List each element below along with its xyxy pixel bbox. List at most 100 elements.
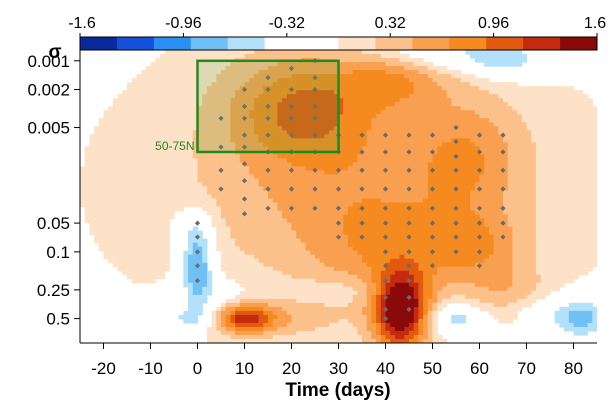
heat-cell bbox=[225, 178, 231, 184]
heat-cell bbox=[112, 230, 119, 236]
heat-cell bbox=[550, 202, 556, 208]
heat-cell bbox=[305, 230, 311, 236]
heat-cell bbox=[206, 162, 213, 167]
heat-cell bbox=[385, 186, 391, 192]
heat-cell bbox=[394, 102, 401, 107]
heat-cell bbox=[286, 246, 293, 252]
heat-cell bbox=[94, 218, 100, 224]
heat-cell bbox=[418, 106, 424, 111]
heat-cell bbox=[526, 126, 532, 131]
heat-cell bbox=[493, 50, 499, 55]
heat-cell bbox=[239, 162, 246, 167]
heat-cell bbox=[352, 174, 358, 180]
heat-cell bbox=[211, 134, 217, 139]
heat-cell bbox=[253, 114, 260, 119]
heat-cell bbox=[211, 162, 217, 167]
heat-cell bbox=[315, 198, 321, 204]
heat-cell bbox=[324, 70, 330, 75]
heat-cell bbox=[291, 142, 297, 147]
heat-cell bbox=[197, 182, 203, 188]
heat-cell bbox=[329, 146, 335, 151]
heat-cell bbox=[244, 114, 250, 119]
heat-cell bbox=[413, 198, 419, 204]
heat-cell bbox=[211, 186, 217, 192]
heat-cell bbox=[526, 222, 532, 228]
heat-cell bbox=[282, 146, 288, 151]
heat-cell bbox=[192, 94, 199, 99]
heat-cell bbox=[338, 58, 344, 63]
heat-cell bbox=[385, 234, 391, 240]
heat-cell bbox=[286, 138, 293, 143]
heat-cell bbox=[178, 110, 184, 115]
heat-cell bbox=[155, 246, 161, 252]
heat-cell bbox=[305, 78, 311, 83]
heat-cell bbox=[550, 150, 556, 155]
heat-cell bbox=[343, 138, 349, 143]
heat-cell bbox=[141, 126, 147, 131]
heat-cell bbox=[488, 166, 495, 172]
heat-cell bbox=[206, 122, 213, 127]
heat-cell bbox=[338, 78, 344, 83]
heat-cell bbox=[554, 90, 560, 95]
heat-cell bbox=[423, 226, 429, 232]
heat-cell bbox=[211, 94, 217, 99]
heat-cell bbox=[249, 202, 255, 208]
heat-cell bbox=[98, 218, 105, 224]
heat-cell bbox=[239, 74, 246, 79]
heat-cell bbox=[343, 66, 349, 71]
heat-cell bbox=[385, 134, 391, 139]
heat-cell bbox=[526, 214, 532, 220]
heat-cell bbox=[347, 162, 354, 167]
heat-cell bbox=[263, 222, 269, 228]
heat-cell bbox=[545, 138, 551, 143]
heat-cell bbox=[136, 102, 142, 107]
heat-cell bbox=[192, 158, 199, 163]
heat-cell bbox=[305, 242, 311, 248]
heat-cell bbox=[178, 126, 184, 131]
heat-cell bbox=[390, 234, 396, 240]
heat-cell bbox=[521, 178, 528, 184]
heat-cell bbox=[409, 190, 415, 196]
heat-cell bbox=[206, 86, 213, 91]
heat-cell bbox=[441, 114, 448, 119]
heat-cell bbox=[390, 150, 396, 155]
heat-cell bbox=[296, 162, 302, 167]
heat-cell bbox=[164, 134, 170, 139]
heat-cell bbox=[376, 198, 382, 204]
heat-cell bbox=[296, 238, 302, 244]
heat-cell bbox=[366, 138, 372, 143]
heat-cell bbox=[89, 150, 95, 155]
heat-cell bbox=[131, 126, 137, 131]
heat-cell bbox=[183, 170, 189, 176]
heat-cell bbox=[460, 150, 466, 155]
heat-cell bbox=[169, 142, 175, 147]
heat-cell bbox=[540, 230, 546, 236]
heat-cell bbox=[517, 170, 523, 176]
heat-cell bbox=[164, 190, 170, 196]
heat-cell bbox=[136, 190, 142, 196]
heat-cell bbox=[272, 118, 278, 123]
heat-cell bbox=[300, 82, 307, 87]
heat-cell bbox=[235, 162, 241, 167]
heat-cell bbox=[155, 206, 161, 212]
heat-cell bbox=[484, 82, 490, 87]
heat-cell bbox=[512, 170, 518, 176]
heat-cell bbox=[310, 206, 316, 212]
heat-cell bbox=[559, 218, 565, 224]
heat-cell bbox=[145, 222, 152, 228]
heat-cell bbox=[456, 94, 462, 99]
heat-cell bbox=[531, 214, 537, 220]
heat-cell bbox=[169, 62, 175, 67]
heat-cell bbox=[141, 234, 147, 240]
heat-cell bbox=[150, 146, 156, 151]
heat-cell bbox=[451, 134, 457, 139]
heat-cell bbox=[493, 202, 499, 208]
heat-cell bbox=[460, 98, 466, 103]
heat-cell bbox=[315, 114, 321, 119]
heat-cell bbox=[409, 238, 415, 244]
heat-cell bbox=[258, 122, 264, 127]
heat-cell bbox=[362, 62, 368, 67]
heat-cell bbox=[347, 110, 354, 115]
heat-cell bbox=[333, 106, 340, 111]
heat-cell bbox=[192, 78, 199, 83]
